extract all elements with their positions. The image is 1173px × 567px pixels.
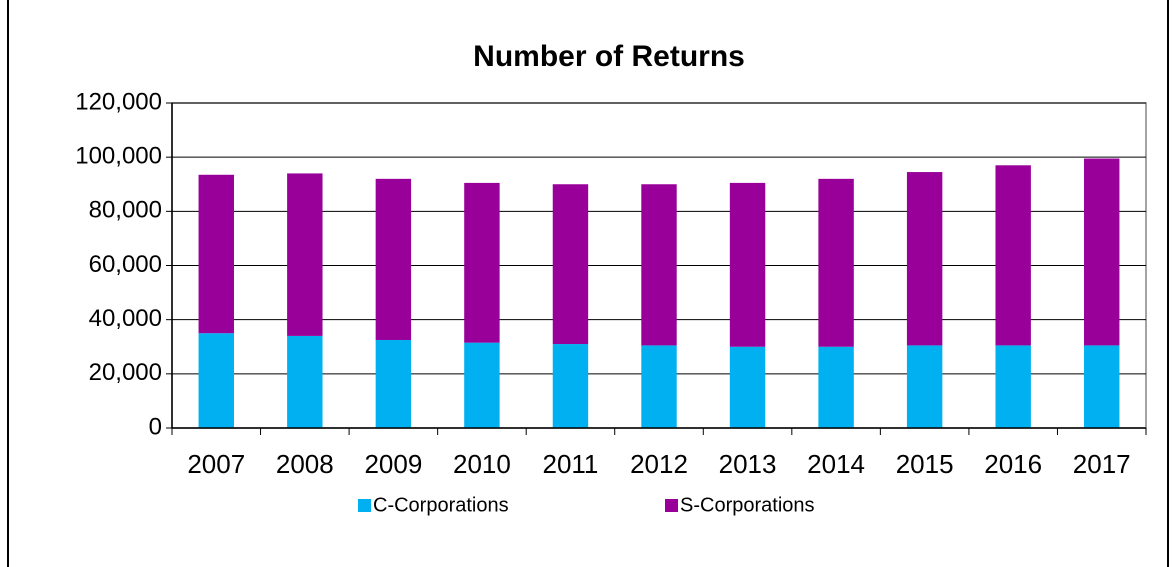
bar-segment bbox=[995, 345, 1031, 428]
bar-segment bbox=[641, 345, 677, 428]
bar-segment bbox=[375, 178, 412, 340]
bar-segment bbox=[995, 165, 1031, 346]
y-tick-label: 0 bbox=[149, 413, 162, 440]
bar-segment bbox=[1084, 345, 1120, 428]
x-tick-label: 2014 bbox=[807, 449, 865, 479]
y-tick-label: 100,000 bbox=[75, 143, 162, 170]
bar-segment bbox=[287, 335, 323, 428]
bar-segment bbox=[1084, 158, 1120, 346]
bar-segment bbox=[552, 344, 589, 428]
x-tick-label: 2011 bbox=[542, 449, 598, 479]
bar-segment bbox=[906, 172, 943, 346]
bar-segment bbox=[198, 174, 234, 334]
bar-segment bbox=[464, 182, 500, 343]
x-tick-label: 2012 bbox=[630, 449, 688, 479]
bar-segment bbox=[818, 178, 854, 347]
y-tick-label: 40,000 bbox=[89, 305, 162, 332]
x-tick-label: 2007 bbox=[187, 449, 245, 479]
bar-segment bbox=[464, 342, 500, 428]
x-tick-label: 2009 bbox=[364, 449, 422, 479]
legend-swatch bbox=[665, 499, 678, 512]
legend-label: S-Corporations bbox=[680, 494, 815, 516]
bar-segment bbox=[729, 346, 766, 428]
x-tick-label: 2016 bbox=[984, 449, 1042, 479]
bar-segment bbox=[287, 173, 323, 336]
bar-segment bbox=[906, 345, 943, 428]
bar-segment bbox=[375, 339, 412, 428]
y-tick-label: 120,000 bbox=[75, 88, 162, 115]
bar-segment bbox=[641, 184, 677, 346]
x-tick-label: 2013 bbox=[719, 449, 777, 479]
bar-segment bbox=[198, 333, 234, 428]
bar-segment bbox=[552, 184, 589, 345]
x-tick-label: 2015 bbox=[896, 449, 954, 479]
x-tick-label: 2010 bbox=[453, 449, 511, 479]
bar-segment bbox=[729, 182, 766, 347]
y-tick-label: 80,000 bbox=[89, 197, 162, 224]
bar-segment bbox=[818, 346, 854, 428]
y-tick-label: 60,000 bbox=[89, 251, 162, 278]
chart-title: Number of Returns bbox=[473, 40, 745, 73]
x-tick-label: 2017 bbox=[1073, 449, 1131, 479]
y-tick-label: 20,000 bbox=[89, 359, 162, 386]
x-tick-label: 2008 bbox=[276, 449, 334, 479]
legend-label: C-Corporations bbox=[373, 494, 509, 516]
legend-swatch bbox=[358, 499, 371, 512]
